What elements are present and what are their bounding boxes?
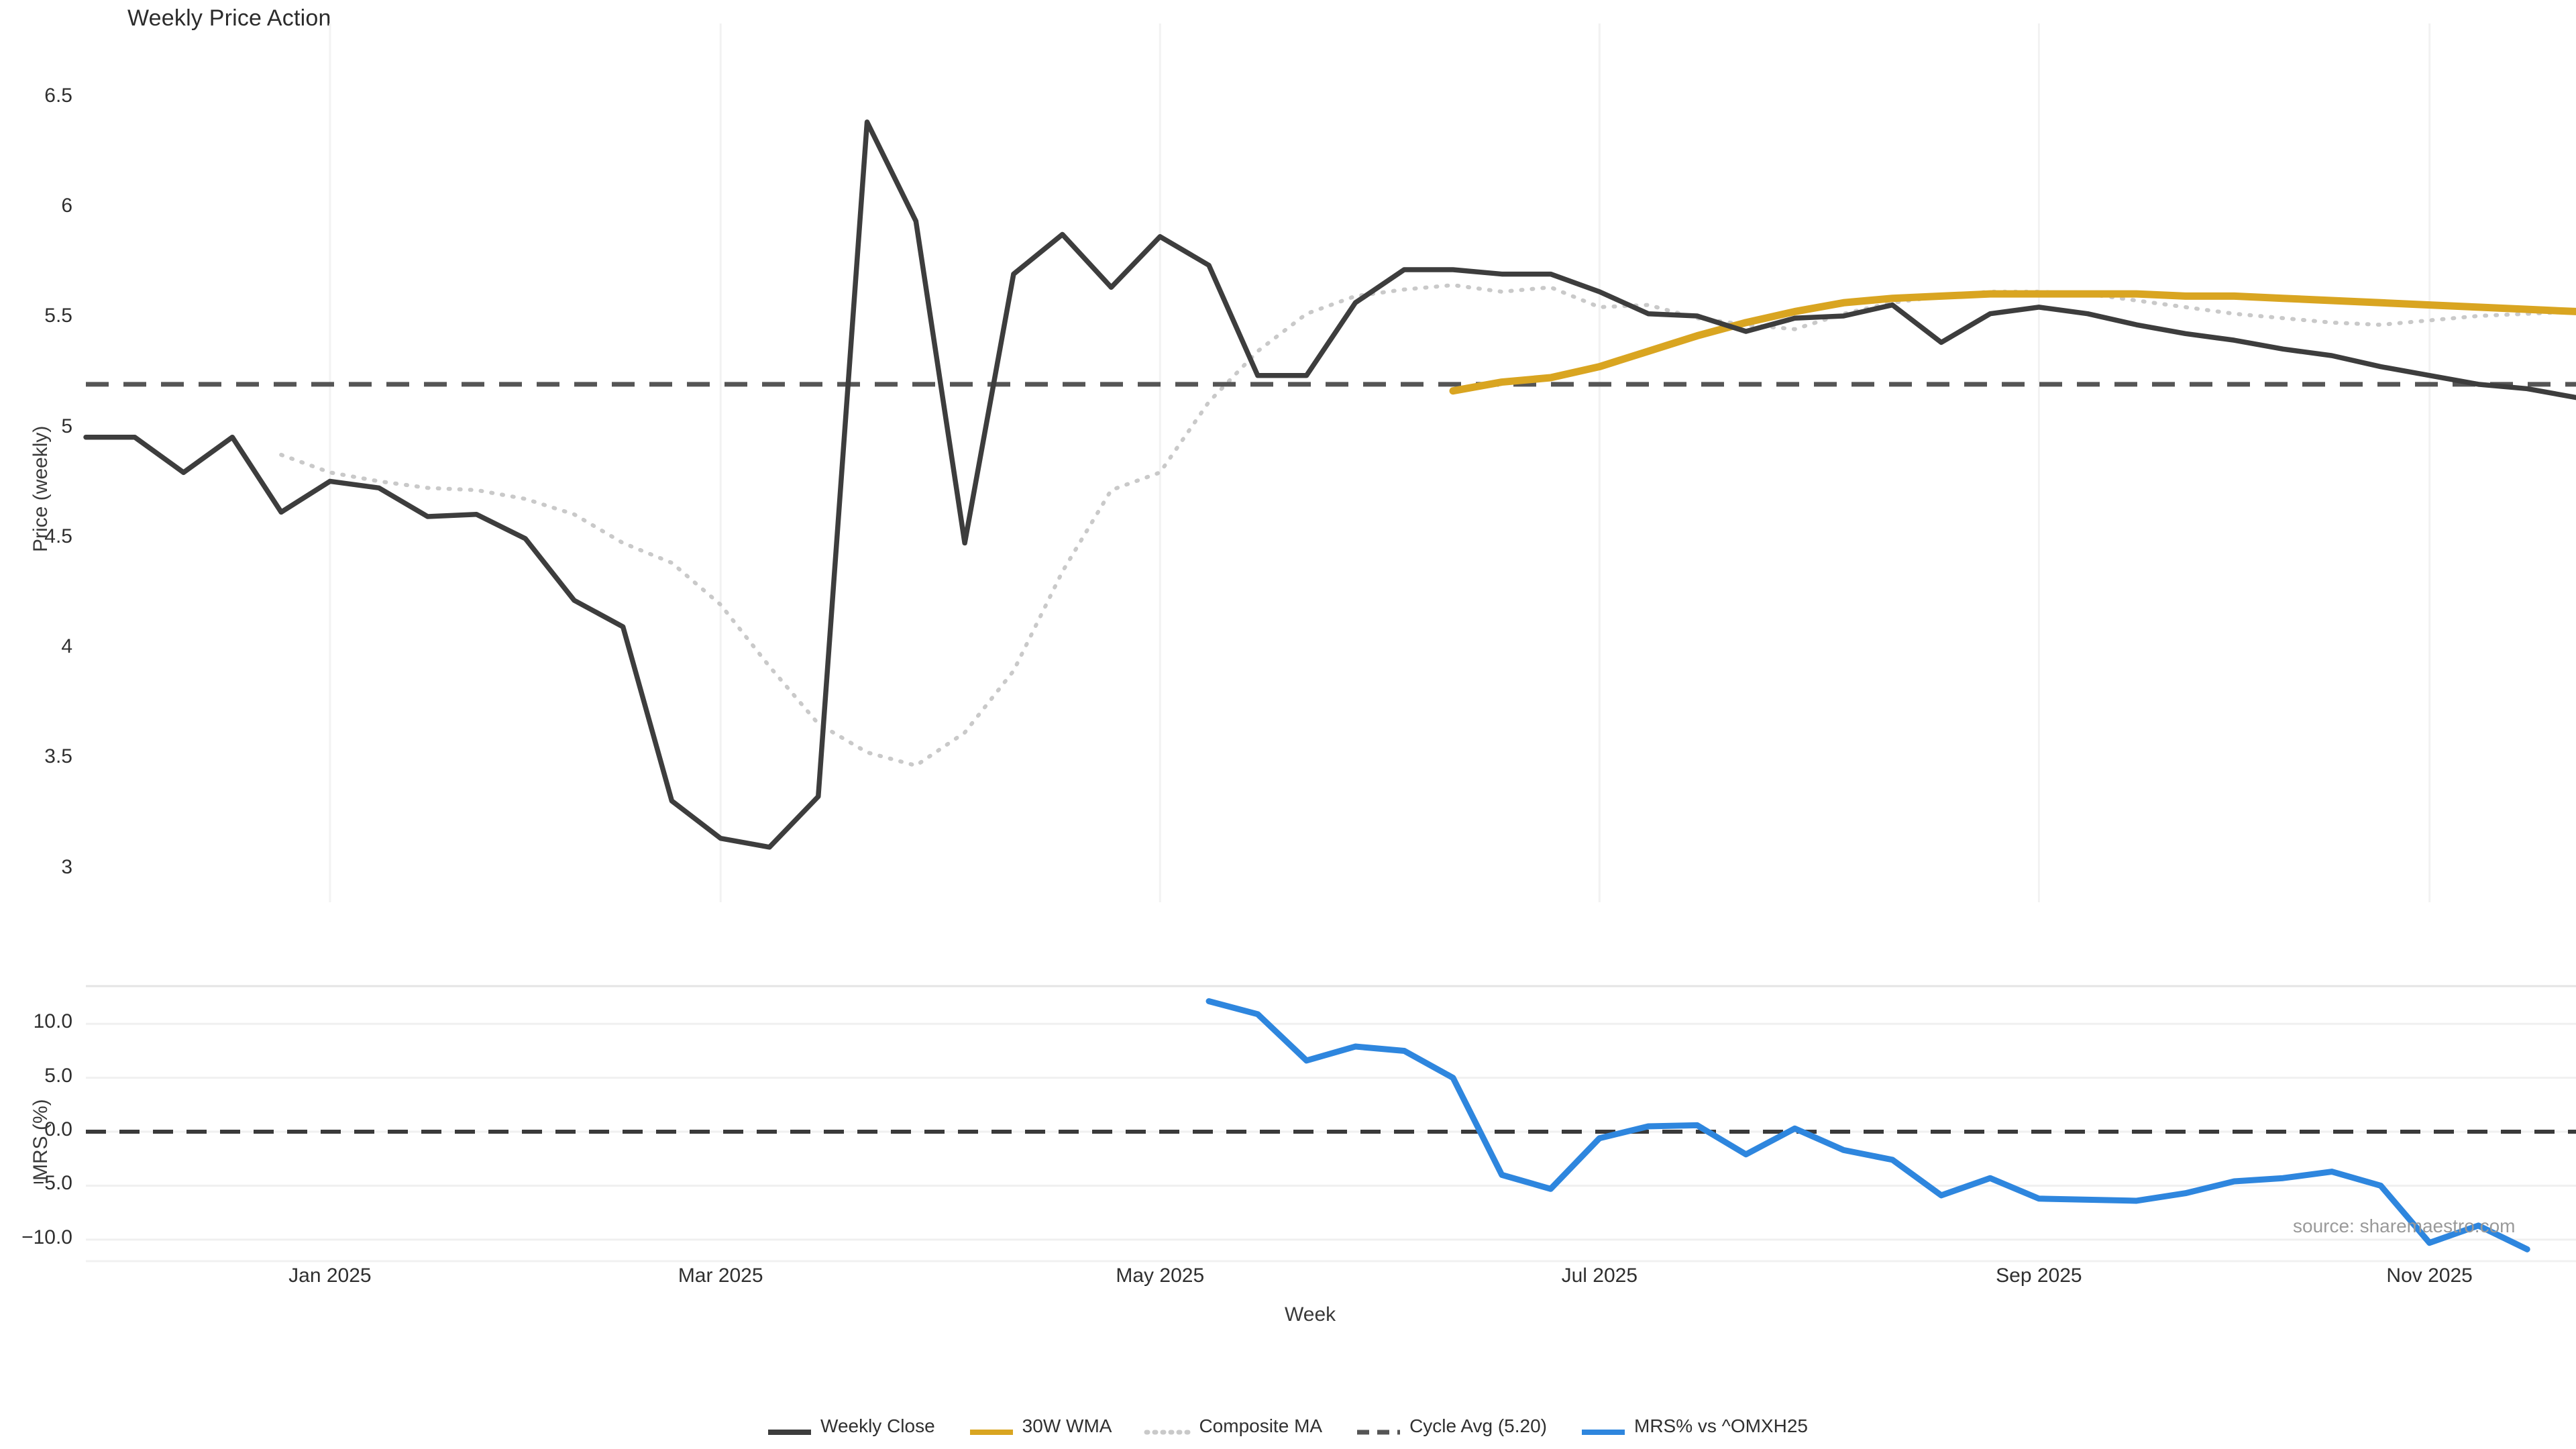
legend-label: Weekly Close xyxy=(820,1415,935,1436)
x-tick-label: May 2025 xyxy=(1116,1265,1205,1287)
mrs-y-tick-label: 10.0 xyxy=(33,1010,72,1033)
mrs-y-axis-label: MRS (%) xyxy=(30,1099,52,1181)
mrs-line xyxy=(1205,998,2530,1252)
price-y-tick-label: 4.5 xyxy=(44,525,72,547)
price-y-tick-label: 6.5 xyxy=(44,84,72,107)
legend-item[interactable]: 30W WMA xyxy=(969,1415,1112,1437)
price-y-tick-label: 6 xyxy=(61,195,72,217)
x-tick-label: Mar 2025 xyxy=(678,1265,763,1287)
legend-item[interactable]: Weekly Close xyxy=(768,1415,935,1437)
legend-label: MRS% vs ^OMXH25 xyxy=(1634,1415,1808,1436)
legend-item[interactable]: MRS% vs ^OMXH25 xyxy=(1582,1415,1808,1437)
price-y-axis-label: Price (weekly) xyxy=(30,425,52,552)
legend-item[interactable]: Composite MA xyxy=(1144,1415,1323,1437)
source-watermark: source: sharemaestro.com xyxy=(2293,1216,2516,1236)
mrs-y-tick-label: −5.0 xyxy=(32,1172,72,1195)
composite-ma-line xyxy=(279,282,2576,768)
price-y-tick-label: 5 xyxy=(61,415,72,437)
mrs-y-tick-label: −10.0 xyxy=(21,1226,72,1248)
price-y-tick-label: 4 xyxy=(61,635,72,658)
x-axis-label: Week xyxy=(1285,1303,1336,1326)
chart-title: Weekly Price Action xyxy=(127,5,331,31)
weekly-close-line xyxy=(83,119,2576,850)
wma-30w-line xyxy=(1449,290,2576,395)
legend-label: 30W WMA xyxy=(1022,1415,1112,1436)
price-y-tick-label: 5.5 xyxy=(44,305,72,327)
legend-item[interactable]: Cycle Avg (5.20) xyxy=(1357,1415,1547,1437)
legend-label: Cycle Avg (5.20) xyxy=(1409,1415,1547,1436)
price-y-tick-label: 3.5 xyxy=(44,745,72,768)
chart-legend: Weekly Close 30W WMA Composite MA Cycle Avg… xyxy=(0,1415,2576,1437)
price-y-tick-label: 3 xyxy=(61,855,72,878)
legend-label: Composite MA xyxy=(1199,1415,1323,1436)
mrs-y-tick-label: 0.0 xyxy=(44,1118,72,1141)
x-tick-label: Nov 2025 xyxy=(2386,1265,2473,1287)
mrs-y-tick-label: 5.0 xyxy=(44,1064,72,1087)
x-tick-label: Sep 2025 xyxy=(1996,1265,2082,1287)
x-tick-label: Jul 2025 xyxy=(1561,1265,1638,1287)
x-tick-label: Jan 2025 xyxy=(288,1265,372,1287)
